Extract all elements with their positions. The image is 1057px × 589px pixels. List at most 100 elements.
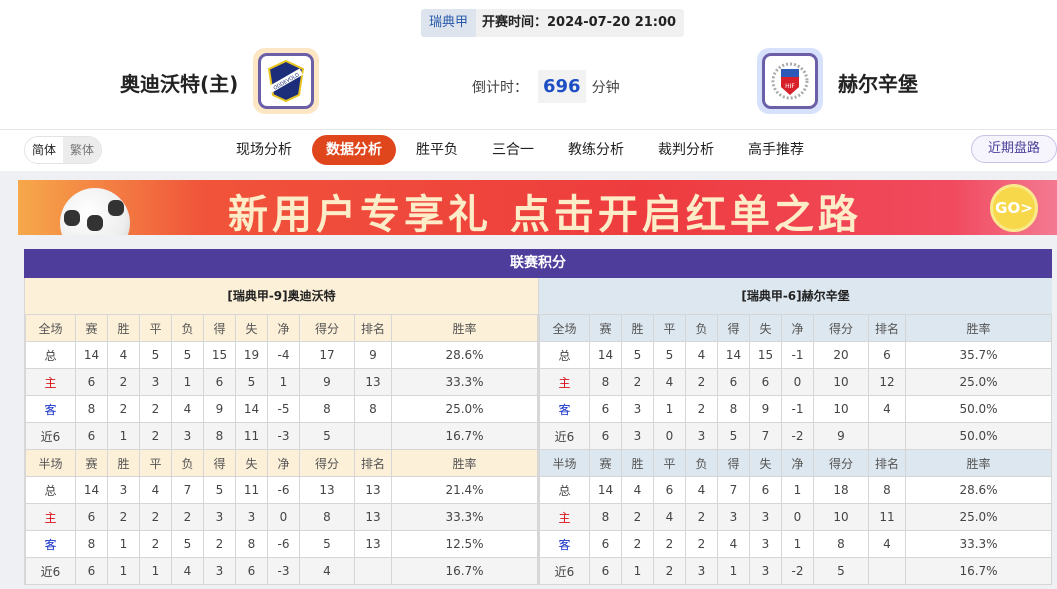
table-cell: 5	[235, 368, 268, 396]
table-cell: 6	[589, 530, 622, 558]
away-team-standings: [瑞典甲-6]赫尔辛堡 全场赛胜平负得失净得分 排名 胜率总 14 5 5 4 14 15 -1 20…	[538, 278, 1052, 585]
table-cell: 10	[813, 503, 869, 531]
table-cell: 5	[171, 341, 204, 369]
table-cell: 6	[235, 557, 268, 585]
table-cell: 5	[171, 530, 204, 558]
table-cell: 13	[299, 476, 355, 504]
away-team-logo[interactable]: HIF	[757, 48, 823, 114]
column-header: 得分	[813, 449, 869, 477]
table-cell: 5	[203, 476, 236, 504]
start-time: 开赛时间：2024-07-20 21:00	[482, 15, 677, 30]
tab-expert-picks[interactable]: 高手推荐	[748, 142, 804, 158]
table-cell: 0	[653, 422, 686, 450]
table-cell: 20	[813, 341, 869, 369]
table-cell: 5	[299, 422, 355, 450]
table-cell: 8	[203, 422, 236, 450]
table-cell: 4	[299, 557, 355, 585]
table-cell: 9	[354, 341, 392, 369]
table-cell	[354, 422, 392, 450]
column-header: 赛	[589, 314, 622, 342]
table-cell: 19	[235, 341, 268, 369]
table-cell: 3	[171, 422, 204, 450]
column-header: 失	[749, 449, 782, 477]
row-label: 主	[25, 368, 76, 396]
table-row: 总 14 5 5 4 14 15 -1 20 6 35.7%	[539, 341, 1052, 369]
table-cell: 14	[235, 395, 268, 423]
row-label: 客	[25, 530, 76, 558]
language-toggle: 简体 繁体	[24, 136, 103, 164]
table-cell: 5	[621, 341, 654, 369]
table-cell: 4	[107, 341, 140, 369]
table-cell: 4	[868, 395, 906, 423]
table-cell: 12.5%	[391, 530, 538, 558]
table-cell: 4	[717, 530, 750, 558]
table-cell: 33.3%	[391, 368, 538, 396]
table-cell: 13	[354, 368, 392, 396]
lang-traditional[interactable]: 繁体	[63, 137, 102, 163]
table-cell: -6	[267, 530, 300, 558]
column-header: 得	[717, 449, 750, 477]
table-cell: 6	[749, 476, 782, 504]
table-cell: 4	[685, 476, 718, 504]
column-header: 失	[235, 449, 268, 477]
go-button[interactable]: GO>	[990, 184, 1038, 232]
column-header: 半场	[539, 449, 590, 477]
table-cell: 28.6%	[905, 476, 1052, 504]
tab-onsite-analysis[interactable]: 现场分析	[236, 142, 292, 158]
lang-simplified[interactable]: 简体	[25, 137, 64, 163]
column-header: 得	[203, 449, 236, 477]
column-header: 排名	[354, 314, 392, 342]
tab-win-draw-loss[interactable]: 胜平负	[416, 142, 458, 158]
column-header: 胜	[107, 314, 140, 342]
table-cell: 6	[717, 368, 750, 396]
league-name[interactable]: 瑞典甲	[421, 9, 477, 37]
table-cell: 4	[868, 530, 906, 558]
table-cell: 14	[717, 341, 750, 369]
row-label: 主	[539, 503, 590, 531]
table-cell: 8	[354, 395, 392, 423]
table-cell: 4	[685, 341, 718, 369]
table-cell: 14	[75, 476, 108, 504]
half-header-row: 半场赛胜平负得失净得分 排名 胜率	[25, 449, 538, 477]
table-cell: 16.7%	[905, 557, 1052, 585]
table-cell: 2	[621, 503, 654, 531]
row-label: 近6	[25, 422, 76, 450]
home-team-logo[interactable]: ODDEVOLD	[253, 48, 319, 114]
column-header: 得分	[299, 314, 355, 342]
column-header: 排名	[354, 449, 392, 477]
tab-coach-analysis[interactable]: 教练分析	[568, 142, 624, 158]
column-header: 净	[781, 449, 814, 477]
row-label: 总	[25, 341, 76, 369]
column-header: 全场	[539, 314, 590, 342]
football-icon	[60, 188, 130, 235]
column-header: 负	[685, 314, 718, 342]
table-cell: 0	[267, 503, 300, 531]
table-cell: 6	[868, 341, 906, 369]
table-row: 近6 6 1 2 3 8 11 -3 5 16.7%	[25, 422, 538, 450]
column-header: 得	[717, 314, 750, 342]
column-header: 胜率	[905, 449, 1052, 477]
column-header: 净	[267, 449, 300, 477]
table-cell: 11	[235, 422, 268, 450]
column-header: 负	[685, 449, 718, 477]
tab-data-analysis[interactable]: 数据分析	[312, 135, 396, 165]
table-cell: 33.3%	[391, 503, 538, 531]
promo-banner[interactable]: 新用户专享礼 点击开启红单之路 GO>	[18, 180, 1057, 235]
tab-referee-analysis[interactable]: 裁判分析	[658, 142, 714, 158]
table-cell: 8	[75, 530, 108, 558]
table-cell: 6	[75, 503, 108, 531]
table-cell: 4	[139, 476, 172, 504]
table-cell: 3	[685, 422, 718, 450]
recent-trends-button[interactable]: 近期盘路	[971, 135, 1057, 163]
tab-three-in-one[interactable]: 三合一	[492, 142, 534, 158]
table-cell: 4	[171, 395, 204, 423]
row-label: 总	[539, 341, 590, 369]
table-cell: 2	[171, 503, 204, 531]
table-cell: 4	[653, 503, 686, 531]
table-cell: 13	[354, 476, 392, 504]
away-team-name[interactable]: 赫尔辛堡	[838, 72, 918, 96]
table-cell: 11	[235, 476, 268, 504]
home-team-name[interactable]: 奥迪沃特(主)	[120, 72, 239, 96]
svg-text:HIF: HIF	[785, 83, 795, 90]
table-cell: 8	[299, 503, 355, 531]
